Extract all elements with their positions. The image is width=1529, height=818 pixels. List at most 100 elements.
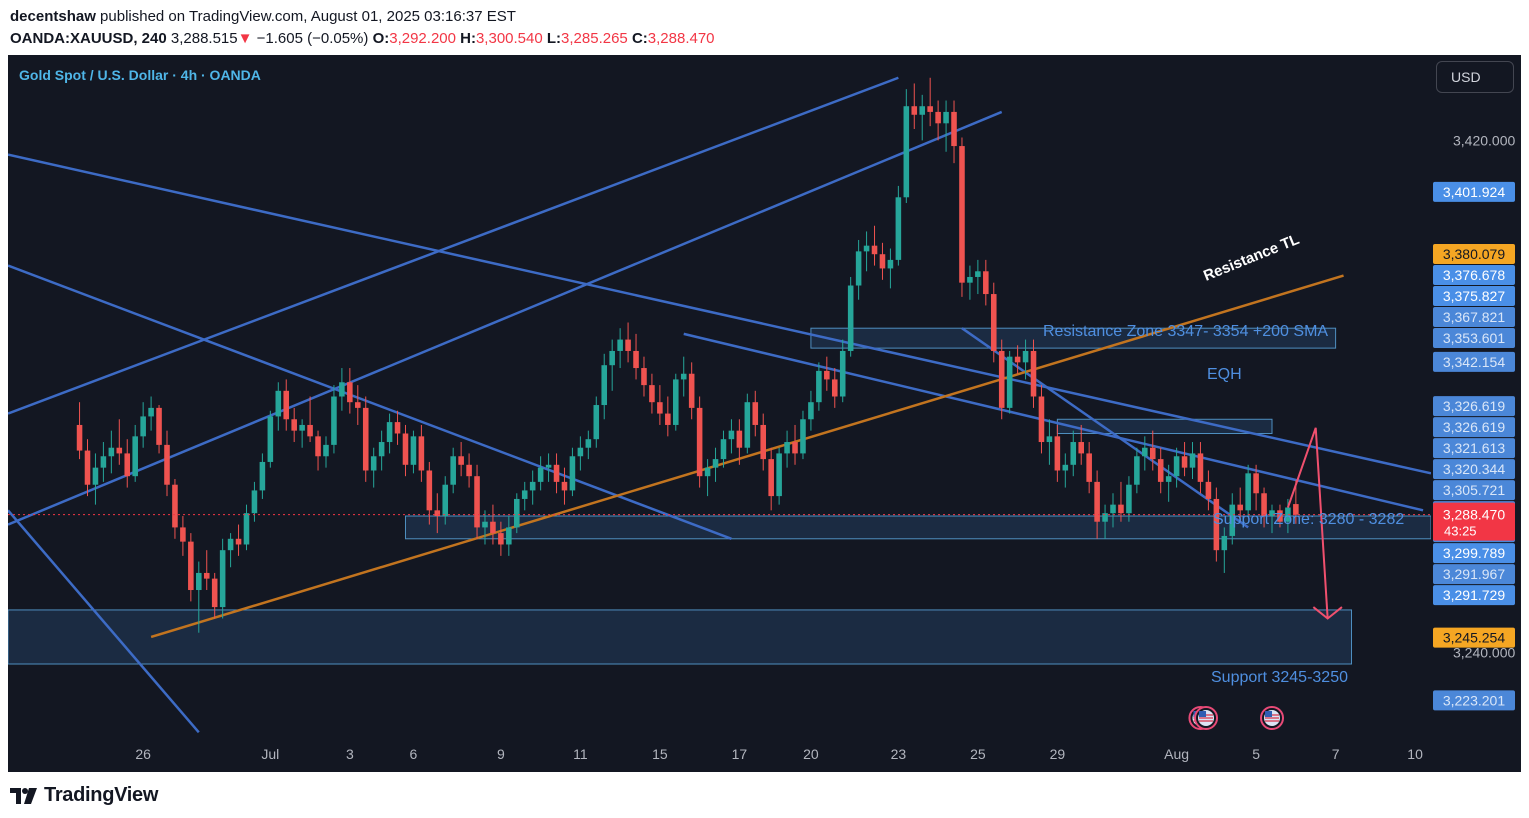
candle (871, 225, 878, 266)
price-badge-label: 3,326.619 (1443, 419, 1505, 435)
price-badge-label: 3,342.154 (1443, 354, 1505, 370)
candle (418, 424, 425, 482)
candle-body (1269, 510, 1275, 517)
chart-panel[interactable]: Resistance TL Resistance Zone 3347- 3354 … (8, 55, 1521, 772)
candle (482, 510, 488, 545)
price-badge-bg (1433, 243, 1515, 264)
candle (983, 259, 989, 306)
candle-body (1134, 456, 1140, 485)
candle-body (1126, 484, 1132, 514)
candle (998, 339, 1005, 420)
x-tick-label: 3 (346, 746, 354, 762)
candle (1142, 436, 1148, 471)
candle (466, 453, 472, 488)
candle (474, 464, 480, 539)
candle-body (267, 416, 274, 462)
candle (649, 373, 655, 414)
candle-body (776, 453, 782, 497)
tradingview-logo[interactable]: TradingView (10, 784, 158, 807)
last-price-value: 3,288.470 (1443, 507, 1505, 523)
candle-body (696, 407, 703, 477)
x-tick-label: 15 (652, 746, 668, 762)
candle (704, 459, 711, 497)
price-badge-bg (1433, 690, 1515, 711)
price-badge: 3,223.201 (1433, 690, 1515, 711)
currency-button[interactable]: USD (1436, 61, 1514, 93)
candle (506, 516, 512, 556)
author-name[interactable]: decentshaw (10, 8, 96, 25)
price-badge: 3,375.827 (1433, 285, 1515, 306)
candle-body (593, 405, 600, 440)
candle-body (1054, 436, 1061, 471)
candle-body (792, 442, 798, 454)
y-tick-label: 3,240.000 (1453, 645, 1515, 661)
candle-body (450, 456, 456, 485)
candle-body (847, 285, 854, 351)
price-badge: 3,321.613 (1433, 438, 1515, 459)
descending-trendline-1 (8, 153, 1432, 475)
candle-body (323, 444, 329, 457)
candle (529, 470, 536, 505)
candle (490, 504, 496, 545)
candle-body (1086, 453, 1092, 482)
candle (116, 419, 123, 465)
candle (124, 439, 131, 488)
candle-body (633, 350, 639, 369)
candle-body (871, 245, 878, 255)
candle-body (1293, 504, 1299, 515)
candle (776, 447, 782, 505)
x-tick-label: 11 (573, 746, 588, 762)
candle-body (482, 521, 488, 528)
candle-body (355, 402, 361, 408)
price-badge-label: 3,321.613 (1443, 440, 1505, 456)
candle (1189, 442, 1196, 480)
candle (1229, 493, 1236, 545)
candle (1014, 345, 1021, 374)
candle (760, 413, 767, 471)
candle-body (196, 572, 202, 591)
candle (879, 242, 886, 280)
candle (585, 430, 592, 460)
price-badge-label: 3,245.254 (1443, 630, 1505, 646)
candle-body (307, 424, 313, 437)
candle-body (148, 407, 154, 417)
ohlc-bar: OANDA:XAUUSD, 240 3,288.515▼ −1.605 (−0.… (10, 28, 715, 50)
candle-body (927, 106, 933, 112)
candle (267, 410, 274, 468)
price-badge: 3,353.601 (1433, 327, 1515, 348)
candle (728, 419, 735, 454)
candle (847, 276, 854, 357)
candle (442, 476, 449, 525)
candle-body (474, 476, 480, 528)
price-badge: 3,305.721 (1433, 480, 1515, 501)
candle (895, 185, 902, 266)
candle (561, 467, 568, 505)
low-label: L: (546, 30, 562, 47)
candle (601, 353, 608, 420)
candle (275, 382, 282, 431)
candle-body (299, 424, 305, 431)
countdown-label: 43:25 (1444, 524, 1477, 539)
close-label: C: (631, 30, 648, 47)
x-tick-label: 17 (732, 746, 748, 762)
candle (831, 368, 838, 408)
candle-body (1229, 504, 1236, 536)
candle (752, 390, 759, 437)
candle (1157, 447, 1164, 494)
candle (156, 405, 162, 454)
x-tick-label: Jul (261, 746, 279, 762)
price-badge-bg (1433, 417, 1515, 438)
candle-body (1277, 510, 1283, 522)
candle (172, 479, 178, 539)
candle (824, 356, 830, 391)
resistance-trendline (150, 274, 1344, 639)
candle-body (275, 390, 282, 417)
candle-body (1221, 535, 1228, 551)
price-badge-label: 3,291.729 (1443, 587, 1505, 603)
candle-body (625, 339, 631, 351)
candle (975, 259, 981, 295)
us-flag-icon (1260, 706, 1285, 730)
candle-body (529, 481, 536, 491)
